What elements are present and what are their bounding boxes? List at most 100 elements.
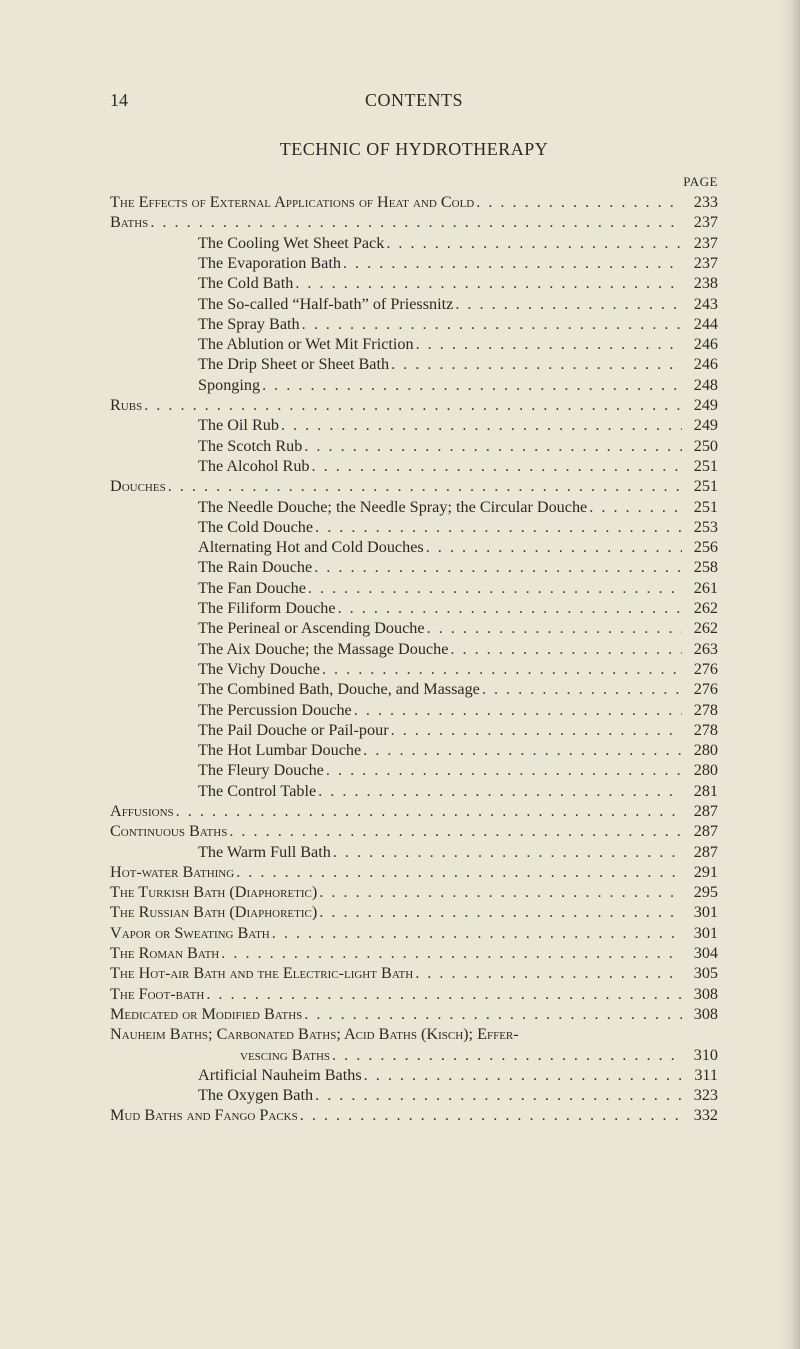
toc-leader-dots: . . . . . . . . . . . . . . . . . . . . …	[150, 214, 682, 230]
toc-entry-label: The Russian Bath (Diaphoretic)	[110, 904, 317, 920]
toc-row: The Scotch Rub. . . . . . . . . . . . . …	[110, 438, 718, 454]
toc-row: Baths. . . . . . . . . . . . . . . . . .…	[110, 214, 718, 230]
toc-leader-dots: . . . . . . . . . . . . . . . . . . . . …	[262, 377, 682, 393]
toc-leader-dots: . . . . . . . . . . . . . . . . . . . . …	[168, 478, 682, 494]
toc-entry-label: The Cold Douche	[198, 519, 313, 535]
toc-entry-label: Rubs	[110, 397, 142, 413]
toc-entry-label: The Cooling Wet Sheet Pack	[198, 235, 384, 251]
toc-entry-page: 244	[684, 316, 718, 332]
toc-row: Hot-water Bathing. . . . . . . . . . . .…	[110, 864, 718, 880]
toc-leader-dots: . . . . . . . . . . . . . . . . . . . . …	[391, 356, 682, 372]
running-title: CONTENTS	[365, 90, 463, 111]
toc-leader-dots: . . . . . . . . . . . . . . . . . . . . …	[354, 702, 682, 718]
toc-row: Medicated or Modified Baths. . . . . . .…	[110, 1006, 718, 1022]
toc-entry-page: 278	[684, 722, 718, 738]
toc-entry-page: 301	[684, 925, 718, 941]
toc-leader-dots: . . . . . . . . . . . . . . . . . . . . …	[304, 438, 682, 454]
toc-entry-page: 256	[684, 539, 718, 555]
toc-leader-dots: . . . . . . . . . . . . . . . . . . . . …	[302, 316, 682, 332]
toc-entry-page: 262	[684, 600, 718, 616]
toc-entry-label: The Pail Douche or Pail-pour	[198, 722, 389, 738]
toc-entry-label: The Evaporation Bath	[198, 255, 341, 271]
toc-entry-page: 233	[684, 194, 718, 210]
toc-entry-page: 237	[684, 214, 718, 230]
toc-entry-label: Artificial Nauheim Baths	[198, 1067, 362, 1083]
toc-row: Artificial Nauheim Baths. . . . . . . . …	[110, 1067, 718, 1083]
toc-row: The Drip Sheet or Sheet Bath. . . . . . …	[110, 356, 718, 372]
toc-row: Sponging. . . . . . . . . . . . . . . . …	[110, 377, 718, 393]
toc-leader-dots: . . . . . . . . . . . . . . . . . . . . …	[391, 722, 682, 738]
toc-entry-label: The Rain Douche	[198, 559, 312, 575]
toc-leader-dots: . . . . . . . . . . . . . . . . . . . . …	[589, 499, 682, 515]
toc-leader-dots: . . . . . . . . . . . . . . . . . . . . …	[304, 1006, 682, 1022]
toc-entry-page: 237	[684, 235, 718, 251]
toc-entry-page: 250	[684, 438, 718, 454]
toc-entry-label: The Control Table	[198, 783, 316, 799]
toc-entry-page: 251	[684, 499, 718, 515]
toc-leader-dots: . . . . . . . . . . . . . . . . . . . . …	[312, 458, 682, 474]
toc-entry-page: 332	[684, 1107, 718, 1123]
toc-entry-label: The Needle Douche; the Needle Spray; the…	[198, 499, 587, 515]
toc-leader-dots: . . . . . . . . . . . . . . . . . . . . …	[176, 803, 682, 819]
toc-entry-page: 278	[684, 702, 718, 718]
toc-entry-label: Baths	[110, 214, 148, 230]
toc-entry-label: vescing Baths	[240, 1047, 330, 1063]
toc-leader-dots: . . . . . . . . . . . . . . . . . . . . …	[427, 620, 682, 636]
toc-entry-label: The Percussion Douche	[198, 702, 352, 718]
toc-row: The Control Table. . . . . . . . . . . .…	[110, 783, 718, 799]
toc-entry-label: The Fan Douche	[198, 580, 306, 596]
toc-entry-label: Vapor or Sweating Bath	[110, 925, 270, 941]
toc-entry-label: The Oil Rub	[198, 417, 279, 433]
toc-leader-dots: . . . . . . . . . . . . . . . . . . . . …	[144, 397, 682, 413]
toc-leader-dots: . . . . . . . . . . . . . . . . . . . . …	[308, 580, 682, 596]
toc-entry-page: 308	[684, 1006, 718, 1022]
toc-entry-page: 243	[684, 296, 718, 312]
toc-row: The Roman Bath. . . . . . . . . . . . . …	[110, 945, 718, 961]
toc-entry-label: The Spray Bath	[198, 316, 300, 332]
toc-leader-dots: . . . . . . . . . . . . . . . . . . . . …	[482, 681, 682, 697]
toc-entry-page: 280	[684, 742, 718, 758]
toc-row: The Effects of External Applications of …	[110, 194, 718, 210]
toc-entry-label: The Scotch Rub	[198, 438, 302, 454]
toc-entry-label: The Filiform Douche	[198, 600, 336, 616]
toc-row: Nauheim Baths; Carbonated Baths; Acid Ba…	[110, 1026, 718, 1042]
toc-entry-page: 263	[684, 641, 718, 657]
toc-entry-page: 248	[684, 377, 718, 393]
toc-row: Continuous Baths. . . . . . . . . . . . …	[110, 823, 718, 839]
toc-entry-label: Douches	[110, 478, 166, 494]
toc-row: The Cold Douche. . . . . . . . . . . . .…	[110, 519, 718, 535]
toc-row: The Foot-bath. . . . . . . . . . . . . .…	[110, 986, 718, 1002]
toc-entry-page: 251	[684, 478, 718, 494]
toc-row: The Fleury Douche. . . . . . . . . . . .…	[110, 762, 718, 778]
toc-entry-label: Medicated or Modified Baths	[110, 1006, 302, 1022]
toc-leader-dots: . . . . . . . . . . . . . . . . . . . . …	[338, 600, 682, 616]
toc-row: The Rain Douche. . . . . . . . . . . . .…	[110, 559, 718, 575]
toc-entry-page: 310	[684, 1047, 718, 1063]
toc-entry-label: Sponging	[198, 377, 260, 393]
toc-row: Vapor or Sweating Bath. . . . . . . . . …	[110, 925, 718, 941]
toc-leader-dots: . . . . . . . . . . . . . . . . . . . . …	[281, 417, 682, 433]
toc-leader-dots: . . . . . . . . . . . . . . . . . . . . …	[450, 641, 682, 657]
toc-leader-dots: . . . . . . . . . . . . . . . . . . . . …	[476, 194, 682, 210]
toc-entry-label: The Roman Bath	[110, 945, 219, 961]
toc-leader-dots: . . . . . . . . . . . . . . . . . . . . …	[386, 235, 682, 251]
toc-entry-page: 308	[684, 986, 718, 1002]
toc-row: Mud Baths and Fango Packs. . . . . . . .…	[110, 1107, 718, 1123]
toc-entry-label: The Aix Douche; the Massage Douche	[198, 641, 448, 657]
toc-row: The Evaporation Bath. . . . . . . . . . …	[110, 255, 718, 271]
toc-row: The Hot Lumbar Douche. . . . . . . . . .…	[110, 742, 718, 758]
toc-entry-page: 287	[684, 823, 718, 839]
toc-entry-label: The Hot-air Bath and the Electric-light …	[110, 965, 413, 981]
toc-row: The Russian Bath (Diaphoretic). . . . . …	[110, 904, 718, 920]
toc-entry-page: 262	[684, 620, 718, 636]
toc-entry-page: 311	[684, 1067, 718, 1083]
book-page: 14 CONTENTS 14 TECHNIC OF HYDROTHERAPY P…	[0, 0, 800, 1349]
toc-entry-page: 276	[684, 661, 718, 677]
toc-leader-dots: . . . . . . . . . . . . . . . . . . . . …	[272, 925, 682, 941]
toc-entry-label: The Effects of External Applications of …	[110, 194, 474, 210]
toc-entry-page: 251	[684, 458, 718, 474]
toc-row: The Filiform Douche. . . . . . . . . . .…	[110, 600, 718, 616]
toc-entry-page: 287	[684, 844, 718, 860]
toc-entry-page: 304	[684, 945, 718, 961]
toc-leader-dots: . . . . . . . . . . . . . . . . . . . . …	[326, 762, 682, 778]
